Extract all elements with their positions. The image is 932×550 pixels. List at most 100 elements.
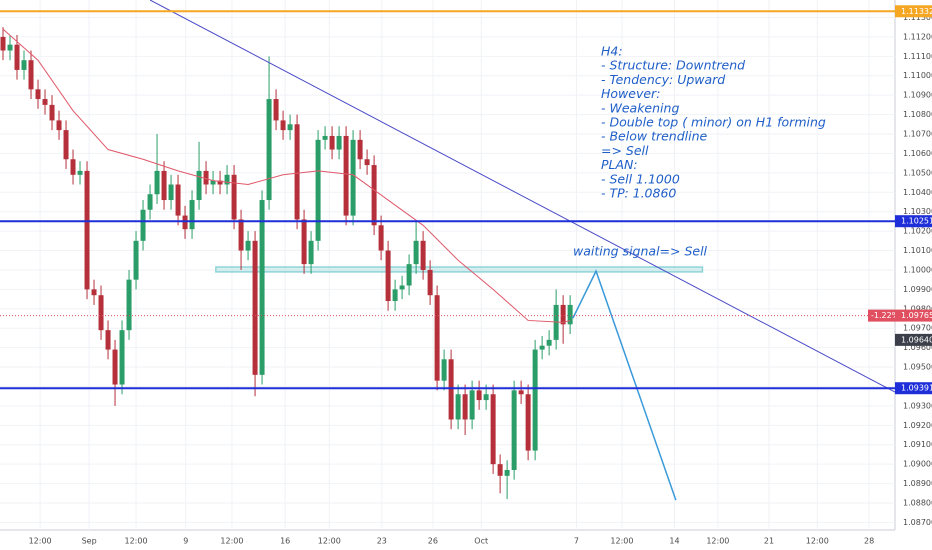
y-tick-label: 1.09700 <box>903 324 932 333</box>
level-label: 1.11332 <box>901 7 932 16</box>
candle-body <box>217 180 223 185</box>
y-tick-label: 1.11100 <box>903 52 932 61</box>
signal-label: waiting signal=> Sell <box>573 244 708 259</box>
candle-body <box>196 170 202 201</box>
candle-body <box>371 165 377 226</box>
x-tick-label: Sep <box>82 537 97 546</box>
x-tick-label: 12:00 <box>29 537 52 546</box>
y-tick-label: 1.09800 <box>903 304 932 313</box>
y-tick-label: 1.08800 <box>903 499 932 508</box>
y-tick-label: 1.10100 <box>903 246 932 255</box>
candle-body <box>280 120 286 131</box>
level-label: 1.09391 <box>901 384 932 393</box>
candle-body <box>203 170 209 185</box>
candle-body <box>77 170 83 175</box>
x-tick-label: 12:00 <box>706 537 729 546</box>
candle-body <box>483 394 489 401</box>
x-tick-label: 12:00 <box>125 537 148 546</box>
candle-body <box>238 219 244 251</box>
y-tick-label: 1.10400 <box>903 188 932 197</box>
candle-body <box>35 89 41 100</box>
candle-body <box>266 99 272 201</box>
candle-body <box>210 180 216 185</box>
y-tick-label: 1.09300 <box>903 401 932 410</box>
annotation-line: PLAN: <box>601 157 638 172</box>
candle-body <box>42 99 48 105</box>
candle-body <box>49 104 55 121</box>
y-tick-label: 1.10900 <box>903 91 932 100</box>
trendline <box>149 0 896 393</box>
level-tag <box>895 5 932 18</box>
y-tick-label: 1.11200 <box>903 32 932 41</box>
price-tag-label: 1.09640 <box>901 335 932 344</box>
price-tag <box>895 333 932 346</box>
level-tag <box>895 215 932 228</box>
candle-body <box>441 359 447 381</box>
candle-body <box>308 240 314 265</box>
y-tick-label: 1.09900 <box>903 285 932 294</box>
candle-body <box>518 390 524 395</box>
candle-body <box>91 289 97 296</box>
candle-body <box>539 345 545 350</box>
candle-body <box>329 135 335 150</box>
candle-body <box>504 469 510 476</box>
candle-body <box>427 269 433 296</box>
candle-body <box>532 349 538 451</box>
candle-body <box>560 304 566 325</box>
level-tag <box>895 382 932 395</box>
candle-body <box>133 240 139 280</box>
candle-body <box>357 139 363 160</box>
candle-body <box>294 124 300 220</box>
candle-body <box>70 159 76 175</box>
y-tick-label: 1.10600 <box>903 149 932 158</box>
x-tick-label: 12:00 <box>610 537 633 546</box>
x-tick-label: 16 <box>280 537 290 546</box>
candle-body <box>364 159 370 166</box>
x-tick-label: 9 <box>183 537 188 546</box>
annotation-line: - Sell 1.1000 <box>601 171 680 186</box>
candle-body <box>511 390 517 470</box>
candle-body <box>154 170 160 195</box>
y-tick-label: 1.09600 <box>903 343 932 352</box>
y-tick-label: 1.10200 <box>903 227 932 236</box>
change-label: -1.22% <box>871 311 900 320</box>
candle-body <box>14 44 20 70</box>
annotation-line: - Tendency: Upward <box>601 72 725 87</box>
candle-body <box>189 200 195 230</box>
candle-body <box>462 394 468 420</box>
x-tick-label: 12:00 <box>806 537 829 546</box>
x-tick-label: Oct <box>474 537 488 546</box>
candle-body <box>350 139 356 216</box>
change-tag <box>868 309 895 322</box>
y-tick-label: 1.10700 <box>903 130 932 139</box>
candle-body <box>98 295 104 331</box>
x-tick-label: 7 <box>574 537 579 546</box>
last-price-tag <box>895 309 932 322</box>
candle-body <box>476 390 482 401</box>
candle-body <box>413 240 419 265</box>
candle-body <box>84 170 90 290</box>
y-tick-label: 1.08700 <box>903 518 932 527</box>
candle-body <box>385 250 391 302</box>
y-tick-label: 1.10300 <box>903 207 932 216</box>
y-tick-label: 1.09200 <box>903 421 932 430</box>
candle-body <box>546 339 552 346</box>
last-price-label: 1.09765 <box>901 311 932 320</box>
candle-body <box>63 130 69 160</box>
annotation-line: H4: <box>601 44 623 59</box>
candle-body <box>0 36 6 51</box>
candle-body <box>420 240 426 270</box>
candle-body <box>28 60 34 90</box>
y-tick-label: 1.10800 <box>903 110 932 119</box>
candle-body <box>490 394 496 465</box>
x-tick-label: 23 <box>377 537 387 546</box>
level-label: 1.10251 <box>901 217 932 226</box>
candle-body <box>301 219 307 265</box>
candle-body <box>406 264 412 286</box>
annotation-line: - Weakening <box>601 100 679 115</box>
y-tick-label: 1.09000 <box>903 460 932 469</box>
candle-body <box>245 240 251 251</box>
candle-body <box>119 330 125 385</box>
candle-body <box>336 135 342 150</box>
